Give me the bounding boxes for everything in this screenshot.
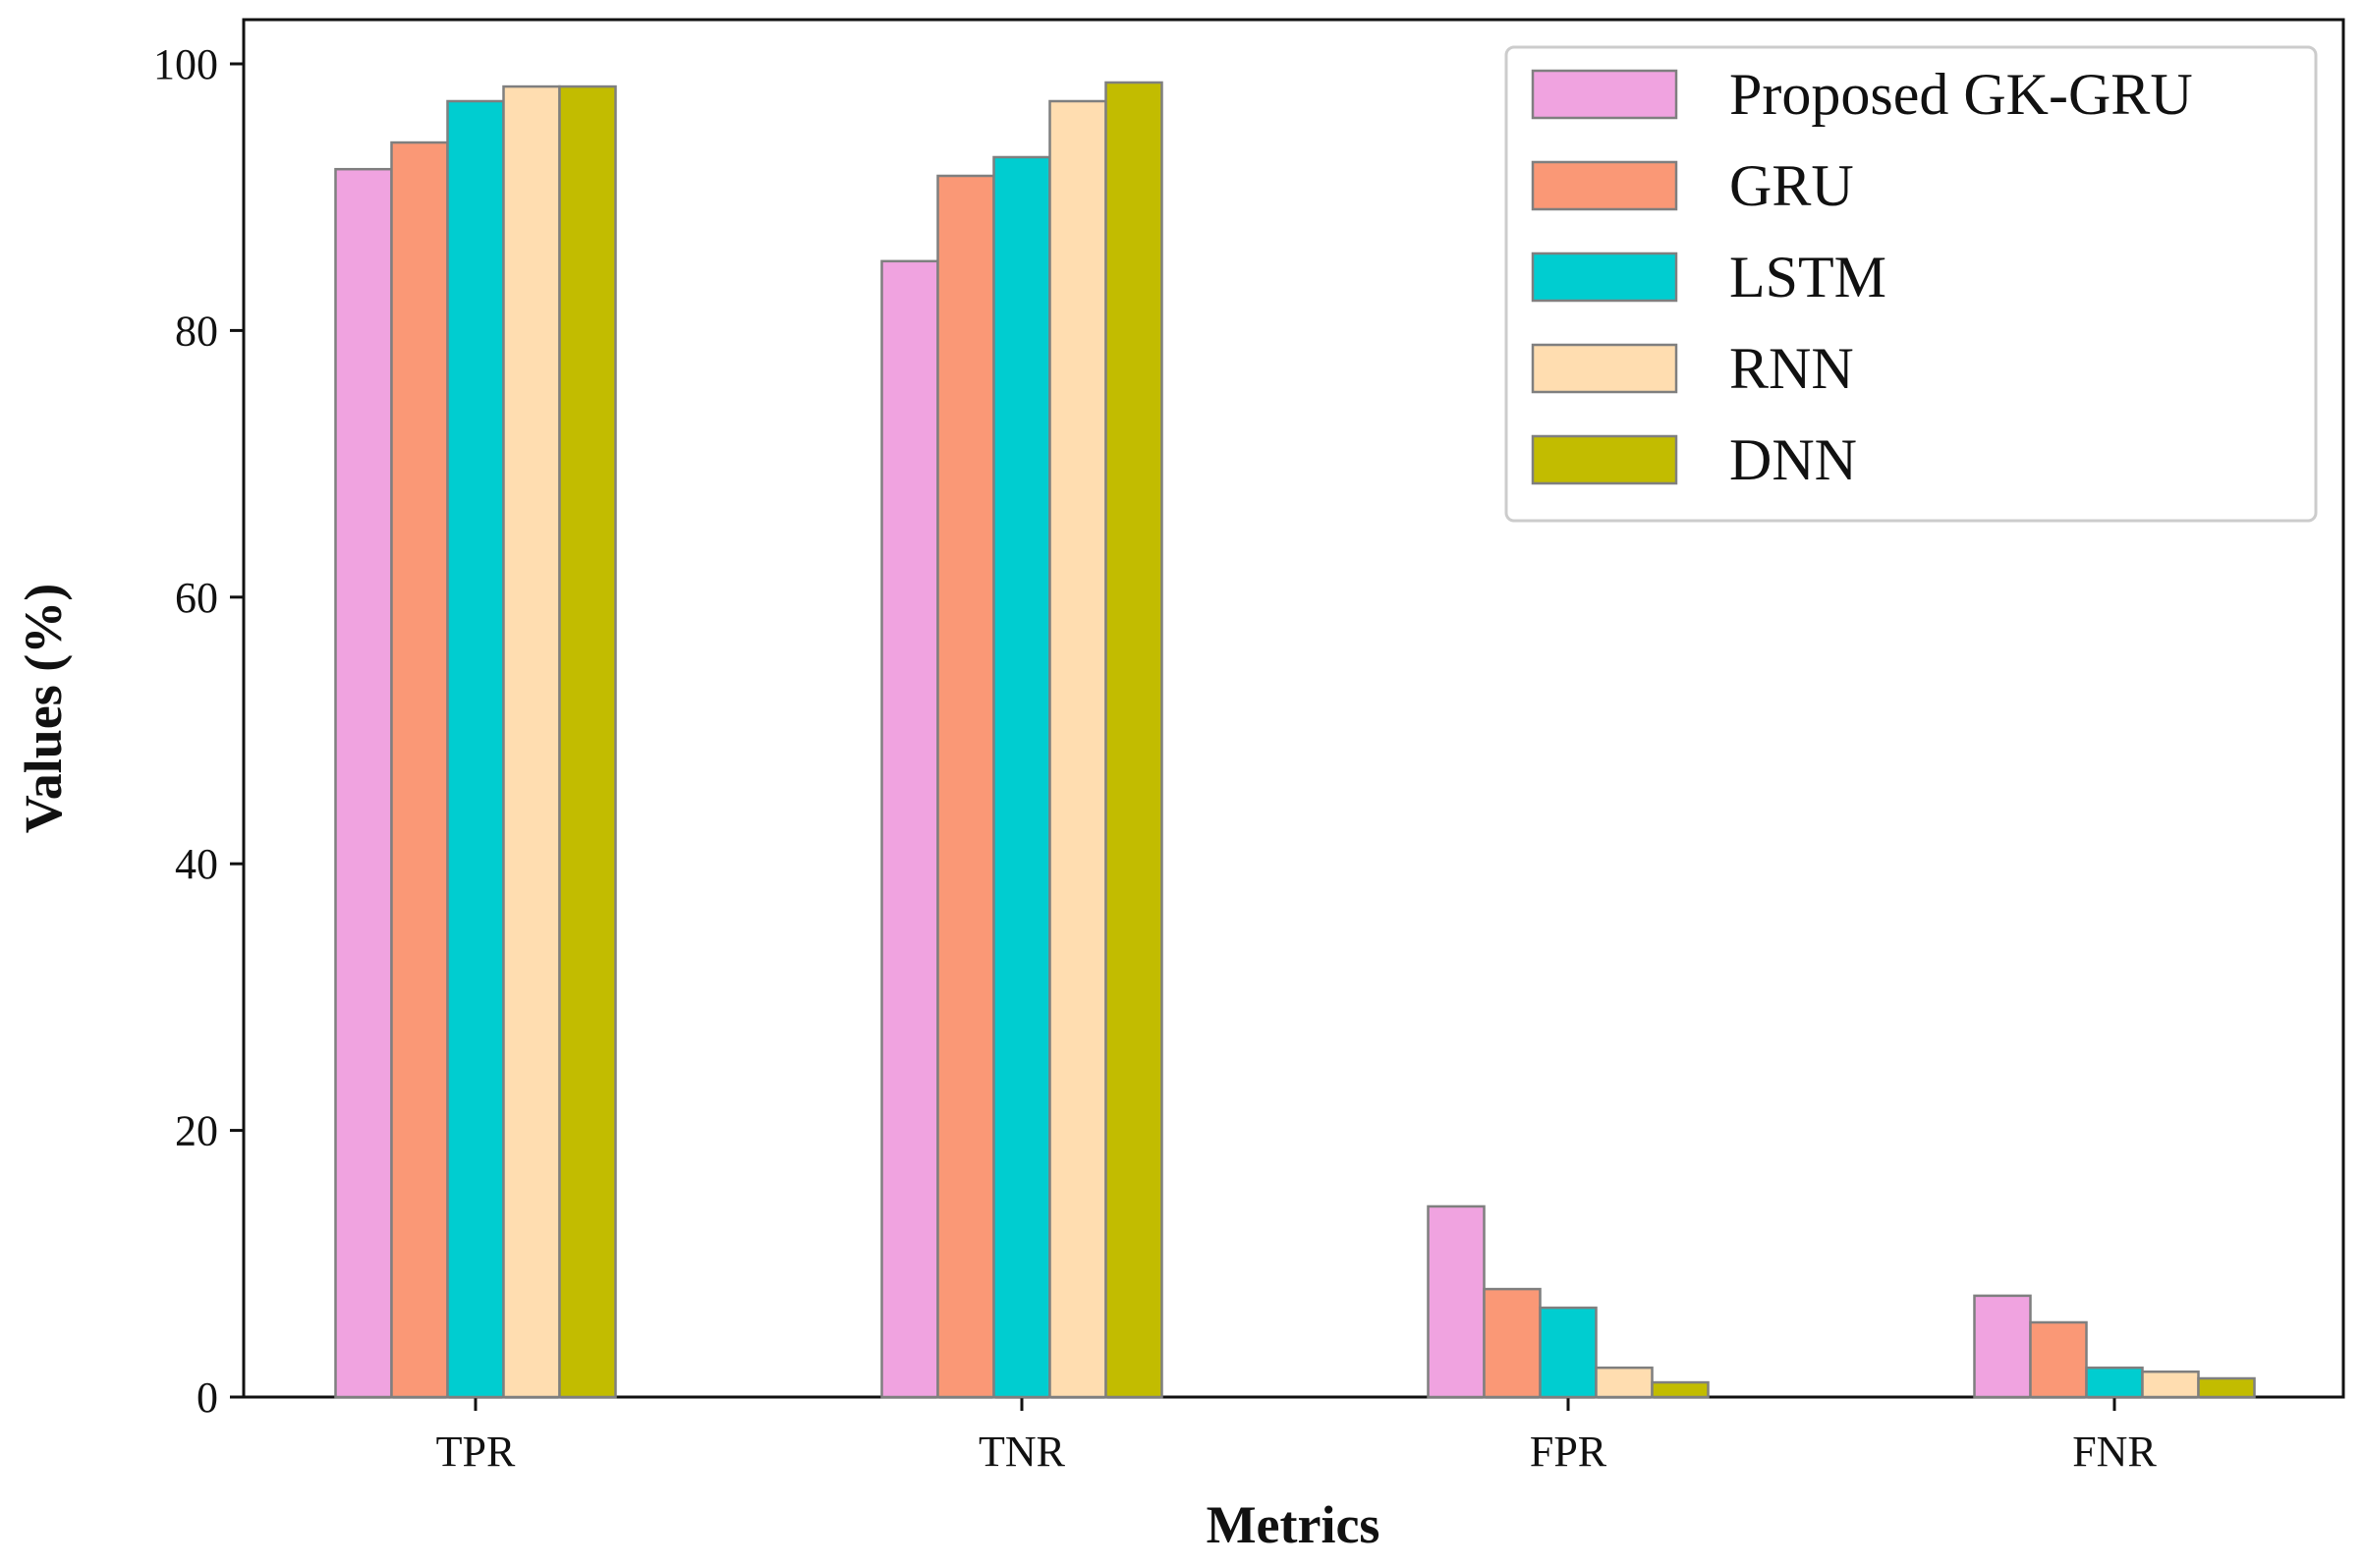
bar-fnr-rnn: [2141, 1370, 2200, 1399]
legend-swatch: [1531, 252, 1678, 303]
legend-label: LSTM: [1729, 245, 1886, 309]
legend-box: [1504, 45, 2318, 523]
bar-tpr-gru: [390, 140, 449, 1399]
x-tick-label: TNR: [979, 1428, 1066, 1476]
bar-fnr-proposed-gk-gru: [1973, 1294, 2032, 1399]
bars-group: [334, 81, 2256, 1399]
bar-tpr-proposed-gk-gru: [334, 167, 393, 1399]
legend-label: RNN: [1729, 336, 1854, 401]
legend-swatch: [1531, 69, 1678, 120]
x-tick-label: TPR: [436, 1428, 516, 1476]
y-tick-label: 100: [153, 40, 218, 88]
x-axis-title: Metrics: [1207, 1495, 1380, 1554]
y-tick-label: 60: [175, 574, 218, 622]
bar-fpr-rnn: [1595, 1366, 1654, 1399]
y-tick-label: 80: [175, 307, 218, 355]
legend-swatch: [1531, 434, 1678, 485]
bar-tnr-rnn: [1048, 99, 1107, 1399]
bar-tnr-proposed-gk-gru: [880, 259, 939, 1399]
bar-fpr-gru: [1483, 1287, 1542, 1399]
legend-swatch: [1531, 160, 1678, 211]
bar-tnr-gru: [936, 174, 995, 1399]
y-axis-title: Values (%): [14, 584, 73, 834]
x-axis: TPR TNR FPR FNR: [436, 1397, 2157, 1476]
legend-label: GRU: [1729, 153, 1854, 218]
legend-label: Proposed GK-GRU: [1729, 62, 2193, 127]
bar-fpr-dnn: [1651, 1380, 1710, 1399]
y-tick-label: 0: [197, 1373, 218, 1422]
bar-fpr-proposed-gk-gru: [1427, 1204, 1486, 1399]
x-tick-label: FNR: [2072, 1428, 2157, 1476]
y-axis: 0 20 40 60 80 100: [153, 40, 244, 1422]
y-tick-label: 40: [175, 840, 218, 888]
bar-fpr-lstm: [1539, 1306, 1598, 1399]
x-tick-label: FPR: [1530, 1428, 1607, 1476]
bar-tpr-dnn: [558, 84, 617, 1399]
plot-area-frame: [242, 18, 2345, 1399]
legend: Proposed GK-GRU GRU LSTM RNN DNN: [1504, 45, 2318, 523]
y-tick-label: 20: [175, 1107, 218, 1155]
bar-tpr-lstm: [446, 99, 505, 1399]
bar-tpr-rnn: [502, 84, 561, 1399]
bar-tnr-lstm: [992, 155, 1051, 1399]
bar-fnr-lstm: [2085, 1366, 2144, 1399]
bar-fnr-dnn: [2197, 1376, 2256, 1399]
bar-tnr-dnn: [1104, 81, 1163, 1399]
legend-swatch: [1531, 343, 1678, 394]
legend-label: DNN: [1729, 427, 1857, 492]
bar-fnr-gru: [2029, 1320, 2088, 1399]
